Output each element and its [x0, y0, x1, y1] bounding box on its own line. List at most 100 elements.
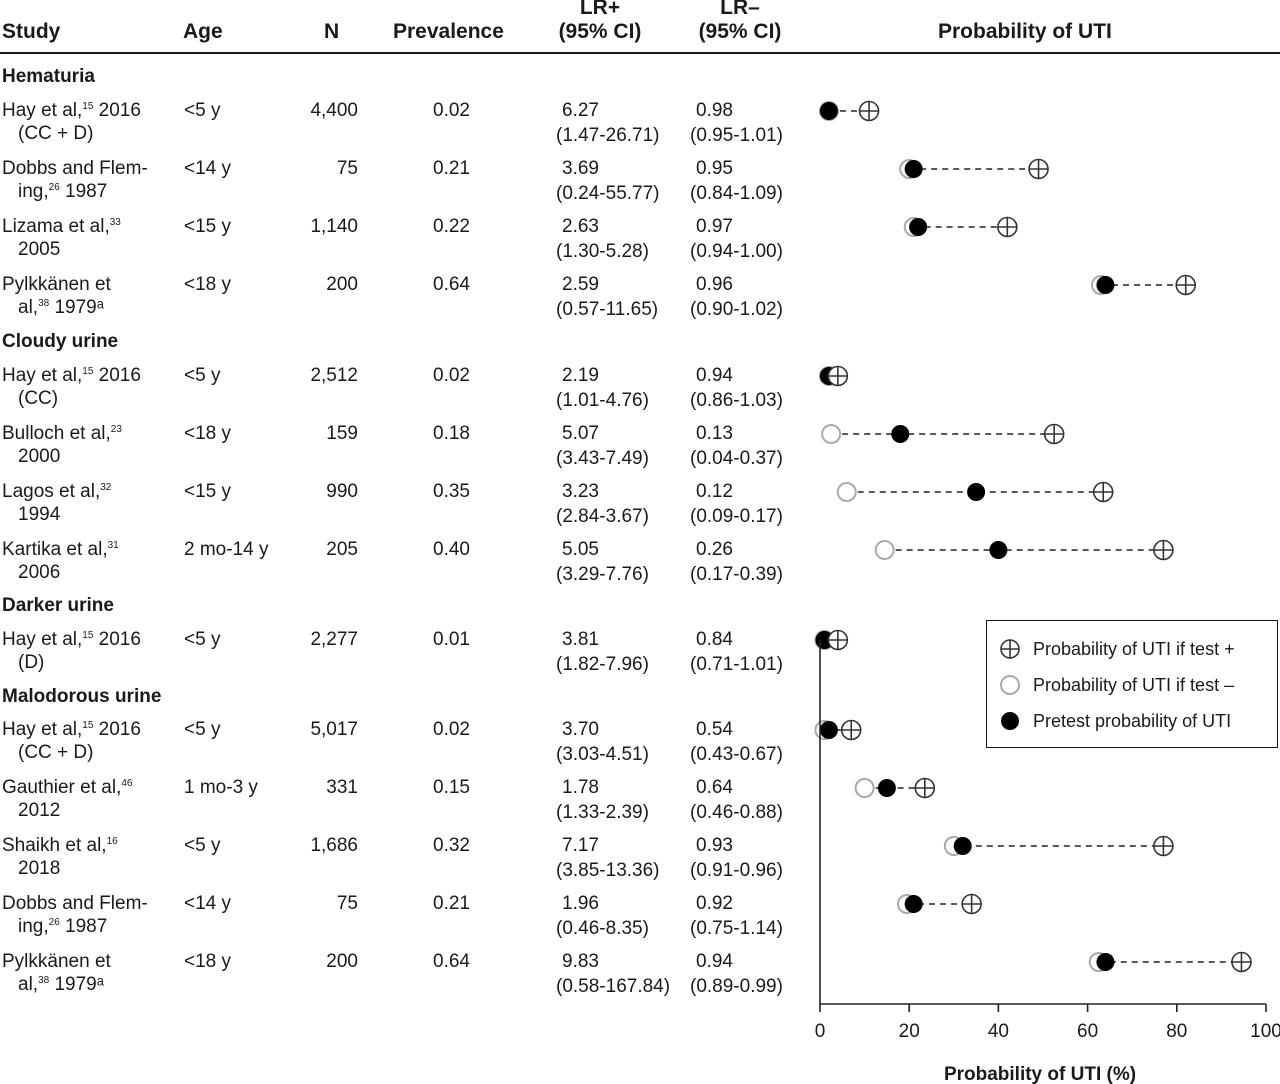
study-name-line2: 2000: [18, 445, 60, 468]
lr-positive-cell: 3.70: [562, 719, 599, 740]
study-line1-text: Kartika et al,: [2, 539, 108, 560]
lr-negative-cell: 0.93: [696, 835, 733, 856]
x-tick-label: 100: [1250, 1021, 1280, 1042]
prevalence-cell: 0.21: [433, 893, 470, 914]
x-tick-label: 0: [815, 1021, 826, 1042]
lr-negative-ci-cell: (0.95-1.01): [690, 125, 783, 146]
lr-positive-ci-cell: (1.82-7.96): [556, 654, 649, 675]
study-name-line2: 2012: [18, 799, 60, 822]
lr-negative-cell: 0.92: [696, 893, 733, 914]
study-line1-text: Lizama et al,: [2, 216, 110, 237]
section-title: Cloudy urine: [2, 331, 119, 352]
point-test-negative: [854, 778, 875, 798]
point-test-negative: [821, 424, 842, 444]
point-test-negative: [836, 482, 857, 502]
prevalence-cell: 0.02: [433, 365, 470, 386]
study-line2-year: 1987: [59, 916, 108, 937]
age-cell: <14 y: [184, 893, 232, 914]
study-name-line2: ing,26 1987: [18, 180, 107, 203]
study-line1-ref: 23: [110, 424, 122, 435]
lr-positive-cell: 3.23: [562, 481, 599, 502]
study-line1-text: Gauthier et al,: [2, 777, 122, 798]
study-line2: 2006: [18, 562, 61, 583]
age-cell: 1 mo-3 y: [184, 777, 258, 798]
study-line1-ref: 16: [106, 836, 118, 847]
age-cell: <18 y: [184, 951, 232, 972]
study-line2-year: 1979ᵃ: [49, 974, 104, 995]
study-name-line2: (D): [18, 651, 44, 674]
age-cell: <5 y: [184, 719, 221, 740]
study-name: Lizama et al,33: [2, 215, 121, 238]
n-cell: 2,512: [310, 365, 358, 386]
lr-positive-ci-cell: (0.24-55.77): [556, 183, 660, 204]
lr-positive-cell: 2.59: [562, 274, 599, 295]
study-line1-text: Pylkkänen et: [2, 274, 111, 295]
header-study: Study: [2, 20, 61, 43]
point-pretest: [904, 160, 923, 178]
prevalence-cell: 0.21: [433, 158, 470, 179]
lr-negative-ci-cell: (0.75-1.14): [690, 918, 783, 939]
legend-label-neg: Probability of UTI if test –: [1033, 674, 1235, 695]
lr-negative-ci-cell: (0.43-0.67): [690, 744, 783, 765]
age-cell: <5 y: [184, 629, 221, 650]
age-cell: 2 mo-14 y: [184, 539, 269, 560]
study-line1-text: Lagos et al,: [2, 481, 101, 502]
prevalence-cell: 0.64: [433, 951, 470, 972]
study-name: Pylkkänen et: [2, 273, 111, 296]
study-line1-ref: 31: [107, 540, 119, 551]
study-line1-text: Dobbs and Flem-: [2, 893, 148, 914]
age-cell: <5 y: [184, 100, 221, 121]
header-lr-negative: LR– (95% CI): [680, 0, 800, 44]
lr-negative-cell: 0.84: [696, 629, 733, 650]
header-lr-positive: LR+ (95% CI): [540, 0, 660, 44]
lr-negative-ci-cell: (0.71-1.01): [690, 654, 783, 675]
study-name-line2: (CC + D): [18, 741, 93, 764]
study-line2-ref: 38: [38, 298, 50, 309]
n-cell: 990: [326, 481, 358, 502]
n-cell: 2,277: [310, 629, 358, 650]
study-line2: 2005: [18, 239, 61, 260]
n-cell: 200: [326, 274, 358, 295]
study-name: Kartika et al,31: [2, 538, 119, 561]
point-test-positive: [1092, 481, 1114, 503]
point-test-positive: [1231, 951, 1252, 973]
header-rule: [0, 52, 1280, 54]
study-line1-year: 2016: [93, 365, 141, 386]
study-name: Lagos et al,32: [2, 480, 111, 503]
lr-positive-cell: 3.69: [562, 158, 599, 179]
study-line2-text: al,: [18, 974, 39, 995]
study-line1-year: 2016: [93, 719, 141, 740]
point-test-positive: [1175, 274, 1197, 296]
prevalence-cell: 0.35: [433, 481, 470, 502]
lr-positive-ci-cell: (2.84-3.67): [556, 506, 649, 527]
lr-negative-cell: 0.97: [696, 216, 733, 237]
lr-negative-cell: 0.96: [696, 274, 733, 295]
n-cell: 5,017: [310, 719, 358, 740]
lr-negative-cell: 0.12: [696, 481, 733, 502]
lr-negative-cell: 0.94: [696, 951, 733, 972]
study-line2-year: 1987: [59, 181, 108, 202]
header-n: N: [324, 20, 340, 43]
header-lr-positive-line2: (95% CI): [558, 20, 642, 43]
lr-positive-ci-cell: (0.46-8.35): [556, 918, 649, 939]
prevalence-cell: 0.40: [433, 539, 470, 560]
age-cell: <14 y: [184, 158, 232, 179]
n-cell: 75: [336, 158, 358, 179]
study-line1-text: Dobbs and Flem-: [2, 158, 148, 179]
study-name-line2: 2005: [18, 238, 60, 261]
lr-negative-cell: 0.13: [696, 423, 733, 444]
point-test-positive: [1153, 539, 1174, 561]
lr-positive-ci-cell: (0.57-11.65): [556, 299, 659, 320]
x-tick-label: 80: [1166, 1021, 1187, 1042]
study-line2-ref: 38: [38, 975, 50, 986]
lr-positive-cell: 9.83: [562, 951, 599, 972]
header-prevalence: Prevalence: [393, 20, 504, 43]
study-line1-year: 2016: [93, 629, 141, 650]
lr-negative-ci-cell: (0.04-0.37): [690, 448, 783, 469]
point-pretest: [989, 541, 1008, 559]
legend: Probability of UTI if test + Probability…: [986, 620, 1278, 748]
header-lr-negative-line1: LR–: [720, 0, 760, 19]
age-cell: <18 y: [184, 423, 232, 444]
lr-positive-ci-cell: (0.58-167.84): [556, 976, 671, 997]
point-pretest: [819, 102, 838, 120]
